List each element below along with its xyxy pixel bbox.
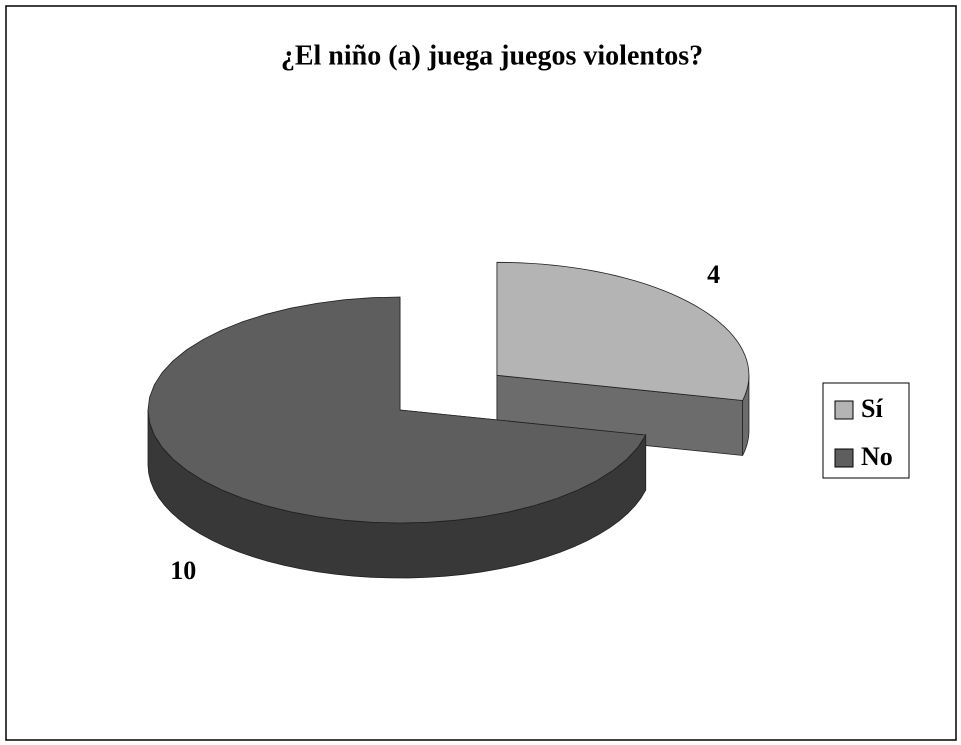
legend-swatch [834,400,854,420]
slice [147,296,647,579]
pie-slice [496,261,750,401]
legend-swatch [834,448,854,468]
legend-label: No [861,442,893,471]
legend-label: Sí [861,394,883,423]
data-label: 4 [707,260,720,289]
data-label: 10 [170,556,196,585]
pie [147,261,750,579]
chart-title: ¿El niño (a) juega juegos violentos? [281,40,703,71]
pie-slice [147,296,647,524]
chart-frame [5,5,957,741]
